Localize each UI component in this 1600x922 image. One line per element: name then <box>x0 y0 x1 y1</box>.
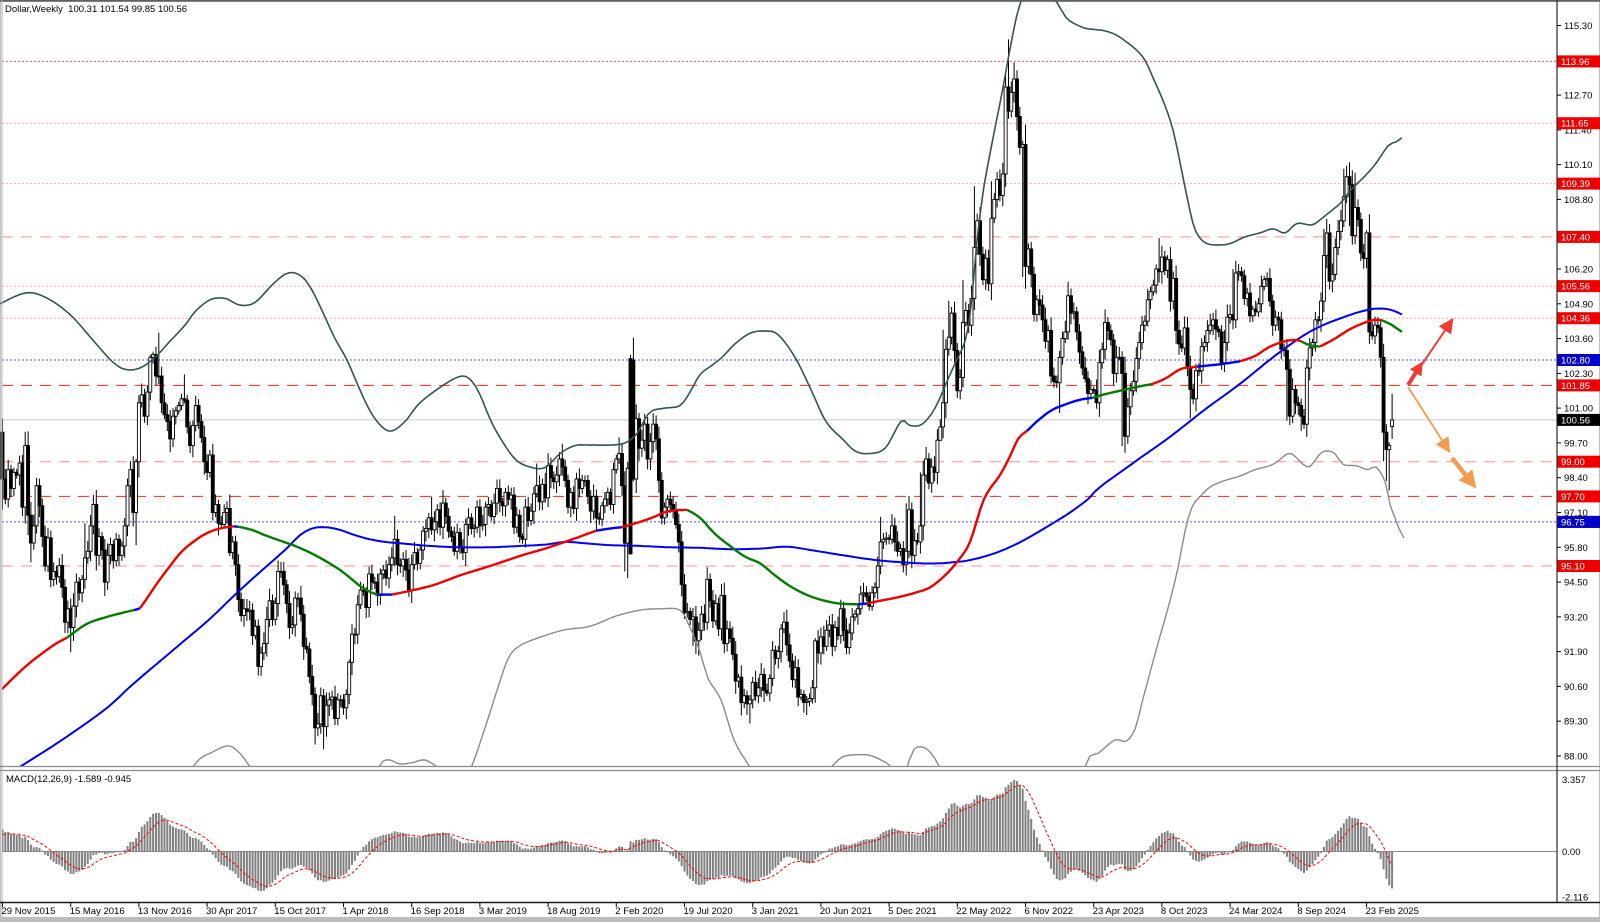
svg-text:18 Aug 2019: 18 Aug 2019 <box>547 906 600 917</box>
svg-text:1 Apr 2018: 1 Apr 2018 <box>343 906 389 917</box>
svg-text:19 Jul 2020: 19 Jul 2020 <box>684 906 733 917</box>
svg-text:8 Oct 2023: 8 Oct 2023 <box>1161 906 1207 917</box>
svg-text:3.357: 3.357 <box>1562 775 1586 786</box>
svg-text:110.10: 110.10 <box>1564 160 1592 171</box>
svg-text:15 May 2016: 15 May 2016 <box>70 906 125 917</box>
svg-text:105.56: 105.56 <box>1561 282 1590 293</box>
svg-text:30 Apr 2017: 30 Apr 2017 <box>206 906 257 917</box>
svg-text:3 Mar 2019: 3 Mar 2019 <box>479 906 527 917</box>
svg-text:2 Feb 2020: 2 Feb 2020 <box>615 906 663 917</box>
svg-text:95.80: 95.80 <box>1564 543 1588 554</box>
svg-text:20 Jun 2021: 20 Jun 2021 <box>820 906 872 917</box>
svg-text:24 Mar 2024: 24 Mar 2024 <box>1229 906 1282 917</box>
svg-text:3 Jan 2021: 3 Jan 2021 <box>752 906 799 917</box>
svg-text:97.10: 97.10 <box>1564 508 1588 519</box>
svg-text:88.00: 88.00 <box>1564 752 1588 763</box>
svg-text:91.90: 91.90 <box>1564 647 1588 658</box>
svg-text:112.70: 112.70 <box>1564 91 1592 102</box>
svg-text:94.50: 94.50 <box>1564 578 1588 589</box>
svg-text:16 Sep 2018: 16 Sep 2018 <box>411 906 465 917</box>
svg-text:23 Apr 2023: 23 Apr 2023 <box>1093 906 1144 917</box>
svg-text:6 Nov 2022: 6 Nov 2022 <box>1025 906 1074 917</box>
svg-text:29 Nov 2015: 29 Nov 2015 <box>2 906 56 917</box>
svg-text:96.75: 96.75 <box>1561 517 1585 528</box>
svg-text:101.00: 101.00 <box>1564 404 1593 415</box>
svg-text:Dollar,Weekly 100.31 101.54 9: Dollar,Weekly 100.31 101.54 99.85 100.56 <box>5 4 187 15</box>
svg-text:95.10: 95.10 <box>1561 562 1585 573</box>
svg-text:111.40: 111.40 <box>1564 125 1592 136</box>
svg-text:108.80: 108.80 <box>1564 195 1593 206</box>
svg-text:109.39: 109.39 <box>1561 179 1590 190</box>
svg-text:103.60: 103.60 <box>1564 334 1593 345</box>
svg-text:93.20: 93.20 <box>1564 612 1588 623</box>
svg-text:8 Sep 2024: 8 Sep 2024 <box>1297 906 1346 917</box>
svg-text:111.65: 111.65 <box>1561 119 1589 130</box>
svg-text:90.60: 90.60 <box>1564 682 1588 693</box>
svg-text:100.56: 100.56 <box>1561 415 1590 426</box>
svg-text:89.30: 89.30 <box>1564 717 1588 728</box>
svg-text:104.36: 104.36 <box>1561 314 1590 325</box>
svg-text:102.30: 102.30 <box>1564 369 1593 380</box>
svg-text:5 Dec 2021: 5 Dec 2021 <box>888 906 937 917</box>
svg-text:106.20: 106.20 <box>1564 265 1593 276</box>
svg-text:115.30: 115.30 <box>1564 21 1592 32</box>
svg-text:99.00: 99.00 <box>1561 457 1585 468</box>
svg-text:13 Nov 2016: 13 Nov 2016 <box>138 906 192 917</box>
svg-text:23 Feb 2025: 23 Feb 2025 <box>1366 906 1419 917</box>
svg-text:97.70: 97.70 <box>1561 492 1585 503</box>
svg-text:-2.116: -2.116 <box>1562 892 1588 903</box>
svg-text:104.90: 104.90 <box>1564 299 1593 310</box>
svg-text:98.40: 98.40 <box>1564 473 1588 484</box>
svg-text:99.70: 99.70 <box>1564 438 1588 449</box>
svg-text:MACD(12,26,9) -1.589 -0.945: MACD(12,26,9) -1.589 -0.945 <box>6 774 131 785</box>
svg-text:22 May 2022: 22 May 2022 <box>956 906 1011 917</box>
svg-text:107.40: 107.40 <box>1561 232 1590 243</box>
svg-text:102.80: 102.80 <box>1561 356 1590 367</box>
svg-text:113.96: 113.96 <box>1561 57 1589 68</box>
svg-text:15 Oct 2017: 15 Oct 2017 <box>274 906 326 917</box>
svg-text:101.85: 101.85 <box>1561 381 1590 392</box>
svg-text:0.00: 0.00 <box>1562 847 1581 858</box>
